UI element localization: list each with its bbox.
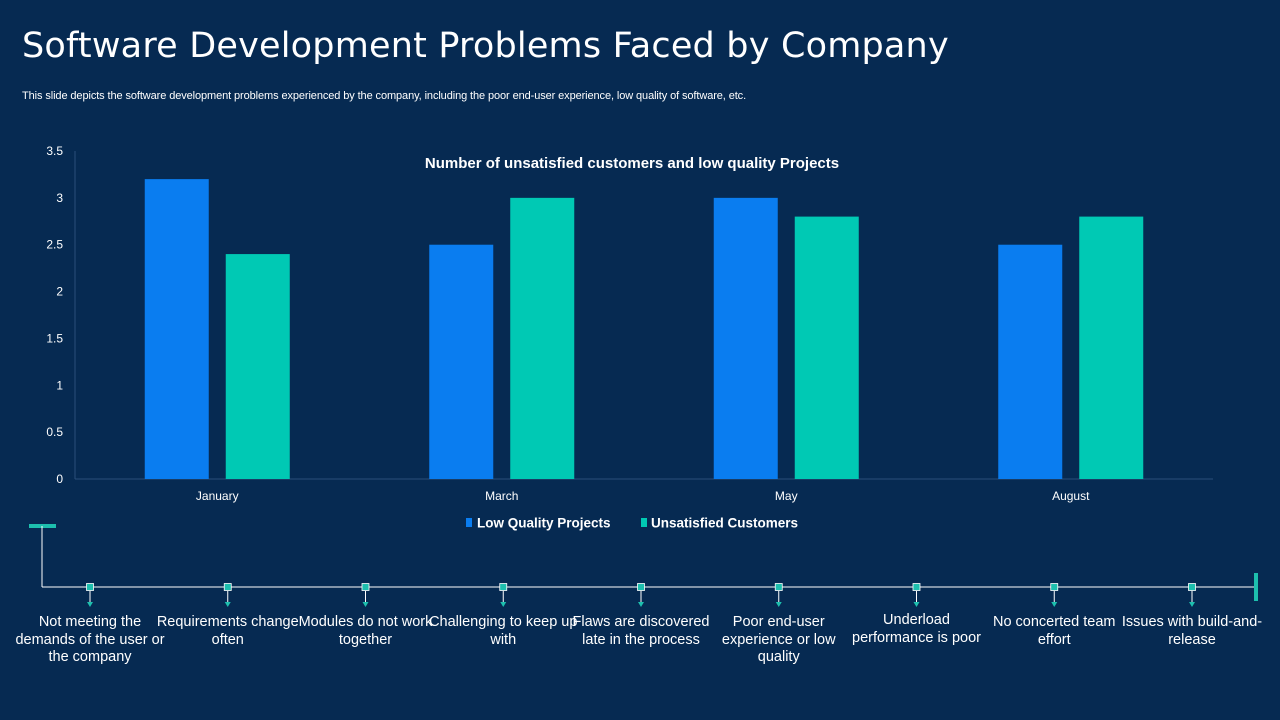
- bar-unsatisfied-may: [794, 216, 859, 479]
- timeline-item-label: Issues with build-and-release: [1121, 614, 1263, 648]
- legend-label-low-quality: Low Quality Projects: [477, 516, 611, 531]
- bar-low-quality-january: [144, 179, 209, 479]
- legend-label-unsatisfied: Unsatisfied Customers: [651, 516, 798, 531]
- page-title: Software Development Problems Faced by C…: [22, 26, 949, 66]
- bar-low-quality-march: [429, 244, 494, 479]
- arrow-down-icon: [1189, 602, 1195, 607]
- legend: Low Quality Projects Unsatisfied Custome…: [466, 516, 798, 531]
- bar-low-quality-may: [713, 197, 778, 479]
- x-tick-label: May: [775, 489, 798, 503]
- timeline-marker: [774, 583, 783, 591]
- timeline-marker: [361, 583, 370, 591]
- timeline-item-label: Flaws are discovered late in the process: [572, 614, 710, 648]
- chart-title: Number of unsatisfied customers and low …: [425, 155, 839, 172]
- legend-swatch-low-quality: [466, 518, 472, 527]
- timeline-marker: [912, 583, 921, 591]
- y-tick-labels: 0 0.5 1 1.5 2 2.5 3 3.5: [46, 144, 63, 486]
- timeline-markers: [86, 583, 1196, 607]
- x-tick-label: August: [1052, 489, 1090, 503]
- y-tick-label: 1: [56, 378, 63, 392]
- bar-unsatisfied-march: [510, 197, 575, 479]
- bar-low-quality-august: [998, 244, 1063, 479]
- y-tick-label: 1.5: [46, 331, 63, 345]
- timeline-marker: [86, 583, 94, 591]
- timeline-marker: [223, 583, 232, 591]
- y-tick-label: 0.5: [46, 425, 63, 439]
- y-tick-label: 3: [56, 191, 63, 205]
- arrow-down-icon: [362, 602, 369, 607]
- arrow-down-icon: [775, 602, 782, 607]
- bar-unsatisfied-august: [1079, 216, 1144, 479]
- y-tick-label: 2.5: [46, 238, 63, 252]
- arrow-down-icon: [913, 602, 920, 607]
- timeline-item-label: No concerted team effort: [992, 614, 1116, 648]
- arrow-down-icon: [224, 602, 231, 607]
- arrow-down-icon: [87, 602, 93, 607]
- timeline-marker: [637, 583, 645, 591]
- legend-swatch-unsatisfied: [641, 518, 647, 527]
- timeline-item-label: Poor end-user experience or low quality: [721, 614, 836, 665]
- timeline-item-label: Modules do not work together: [298, 614, 433, 648]
- timeline-marker: [1050, 583, 1059, 591]
- timeline-item-label: Challenging to keep up with: [429, 614, 578, 648]
- timeline-marker: [499, 583, 508, 591]
- bar-unsatisfied-january: [225, 254, 290, 479]
- timeline-marker: [1188, 583, 1196, 591]
- page-subtitle: This slide depicts the software developm…: [22, 90, 747, 102]
- timeline: [29, 524, 1258, 607]
- y-tick-label: 0: [56, 472, 63, 486]
- timeline-item-label: Not meeting the demands of the user or t…: [15, 614, 165, 665]
- timeline-item-label: Requirements change often: [156, 614, 299, 648]
- x-tick-label: March: [485, 489, 518, 503]
- arrow-down-icon: [638, 602, 644, 607]
- arrow-down-icon: [500, 602, 507, 607]
- y-tick-label: 2: [56, 285, 63, 299]
- arrow-down-icon: [1051, 602, 1058, 607]
- x-tick-labels: January March May August: [196, 489, 1090, 503]
- timeline-item-label: Underload performance is poor: [852, 612, 981, 646]
- bars-group: [144, 179, 1144, 479]
- y-tick-label: 3.5: [46, 144, 63, 158]
- x-tick-label: January: [196, 489, 239, 503]
